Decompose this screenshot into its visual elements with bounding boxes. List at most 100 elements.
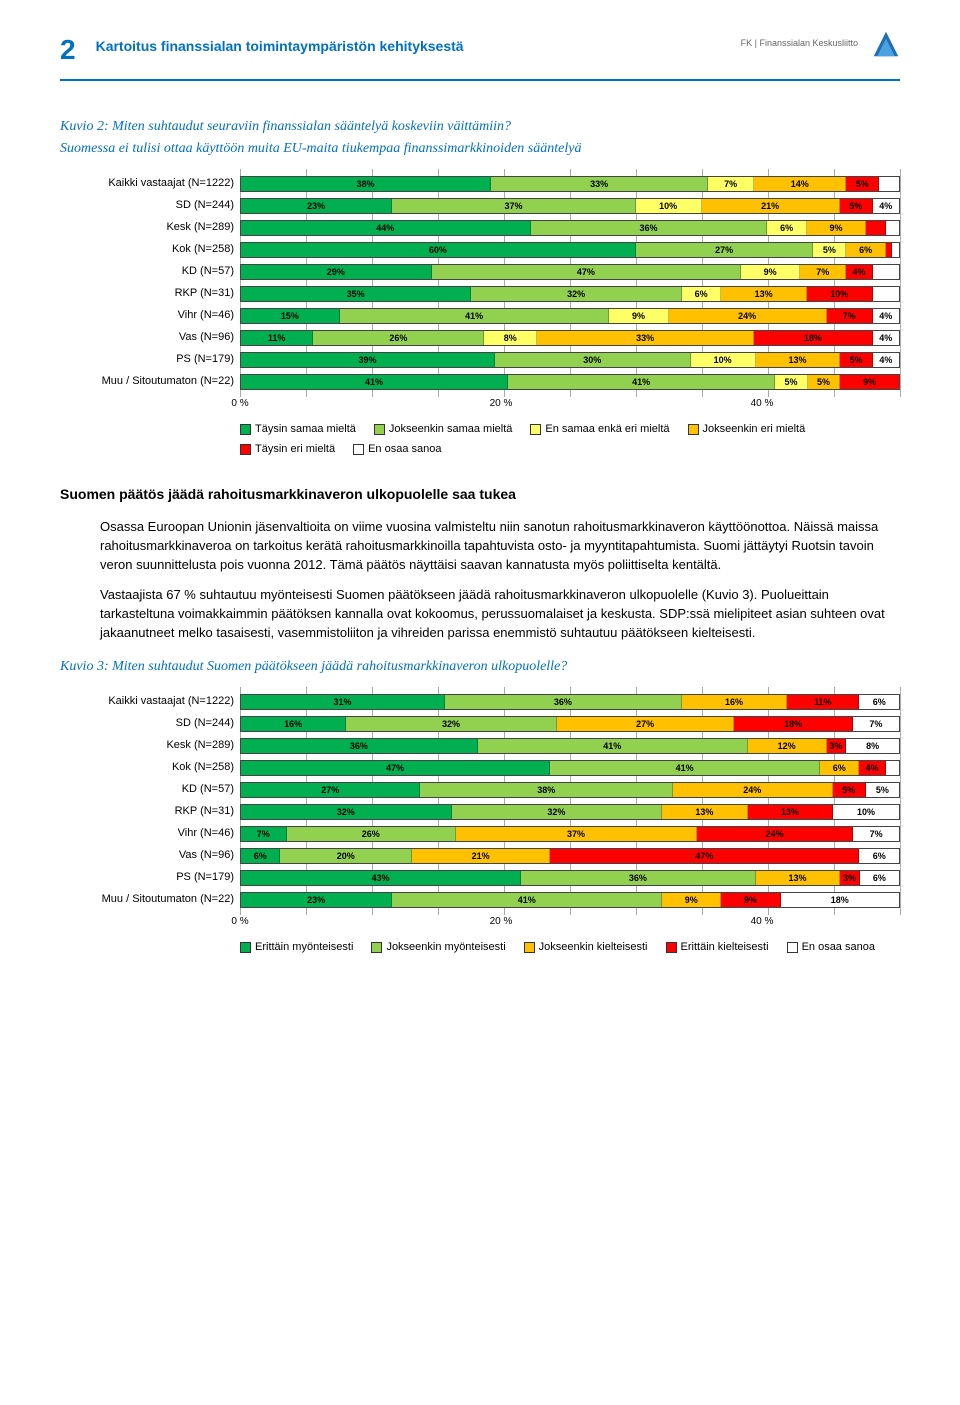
bar-segment: 27% (241, 783, 420, 797)
bar-segment: 32% (452, 805, 663, 819)
category-label: Kaikki vastaajat (N=1222) (60, 691, 240, 713)
bar-segment: 26% (313, 331, 484, 345)
bar-segment: 6% (767, 221, 806, 235)
bar-segment: 30% (495, 353, 690, 367)
header-logo-block: FK | Finanssialan Keskusliitto (741, 30, 900, 58)
bar-segment: 14% (754, 177, 846, 191)
bar-row: 44%36%6%9% (240, 217, 900, 239)
bar-segment (892, 243, 899, 257)
bar-segment: 7% (853, 717, 899, 731)
bar-segment: 6% (859, 695, 898, 709)
bar-segment: 33% (537, 331, 754, 345)
legend-label: Täysin eri mieltä (255, 442, 335, 458)
bar-segment: 5% (808, 375, 841, 389)
bar-segment: 47% (432, 265, 741, 279)
category-label: Kok (N=258) (60, 239, 240, 261)
bar-segment: 31% (241, 695, 445, 709)
legend-item: Jokseenkin myönteisesti (371, 940, 505, 956)
bar-row: 36%41%12%3%8% (240, 735, 900, 757)
bar-segment: 35% (241, 287, 471, 301)
chart2-legend: Täysin samaa mieltä Jokseenkin samaa miel… (240, 422, 900, 458)
legend-item: En samaa enkä eri mieltä (530, 422, 669, 438)
chart2: Kaikki vastaajat (N=1222)SD (N=244)Kesk … (60, 173, 900, 412)
bar-segment: 39% (241, 353, 495, 367)
bar-segment: 24% (697, 827, 853, 841)
bar-segment: 13% (756, 353, 841, 367)
category-label: SD (N=244) (60, 713, 240, 735)
legend-item: En osaa sanoa (787, 940, 875, 956)
bar-segment: 38% (420, 783, 673, 797)
bar-segment: 6% (241, 849, 280, 863)
header-title: Kartoitus finanssialan toimintaympäristö… (96, 30, 741, 56)
category-label: Kok (N=258) (60, 757, 240, 779)
bar-segment: 41% (392, 893, 662, 907)
bar-segment: 32% (241, 805, 452, 819)
chart2-title: Kuvio 2: Miten suhtaudut seuraviin finan… (60, 117, 900, 137)
bar-segment: 8% (484, 331, 537, 345)
bar-segment: 37% (392, 199, 635, 213)
bar-row: 23%41%9%9%18% (240, 889, 900, 911)
legend-swatch (371, 942, 382, 953)
category-label: Vihr (N=46) (60, 305, 240, 327)
bar-row: 15%41%9%24%7%4% (240, 305, 900, 327)
bar-segment: 60% (241, 243, 636, 257)
legend-swatch (240, 424, 251, 435)
legend-label: Jokseenkin myönteisesti (386, 940, 505, 956)
bar-segment: 10% (807, 287, 873, 301)
bar-segment: 12% (748, 739, 827, 753)
bar-row: 35%32%6%13%10% (240, 283, 900, 305)
legend-swatch (530, 424, 541, 435)
bar-row: 60%27%5%6% (240, 239, 900, 261)
bar-segment: 9% (609, 309, 668, 323)
category-label: RKP (N=31) (60, 801, 240, 823)
chart3-block: Kuvio 3: Miten suhtaudut Suomen päätökse… (60, 657, 900, 956)
category-label: Vihr (N=46) (60, 823, 240, 845)
bar-segment: 23% (241, 199, 392, 213)
legend-label: Jokseenkin eri mieltä (703, 422, 806, 438)
bar-segment: 9% (840, 375, 899, 389)
bar-segment: 37% (456, 827, 697, 841)
chart2-block: Kuvio 2: Miten suhtaudut seuraviin finan… (60, 117, 900, 458)
bar-segment: 8% (846, 739, 899, 753)
legend-item: En osaa sanoa (353, 442, 441, 458)
legend-swatch (666, 942, 677, 953)
category-label: Kesk (N=289) (60, 735, 240, 757)
legend-swatch (524, 942, 535, 953)
paragraph-1: Osassa Euroopan Unionin jäsenvaltioita o… (100, 518, 900, 575)
bar-segment: 5% (840, 353, 873, 367)
bar-segment: 41% (478, 739, 748, 753)
category-label: SD (N=244) (60, 195, 240, 217)
bar-segment: 41% (508, 375, 775, 389)
bar-segment: 9% (807, 221, 866, 235)
legend-item: Jokseenkin samaa mieltä (374, 422, 513, 438)
bar-segment: 4% (873, 331, 899, 345)
legend-swatch (240, 942, 251, 953)
legend-label: Jokseenkin kielteisesti (539, 940, 648, 956)
legend-item: Jokseenkin kielteisesti (524, 940, 648, 956)
bar-segment: 7% (241, 827, 287, 841)
category-label: PS (N=179) (60, 867, 240, 889)
category-label: KD (N=57) (60, 261, 240, 283)
bar-segment: 29% (241, 265, 432, 279)
chart2-subtitle: Suomessa ei tulisi ottaa käyttöön muita … (60, 139, 900, 159)
legend-item: Täysin samaa mieltä (240, 422, 356, 438)
bar-segment (873, 287, 899, 301)
bar-row: 16%32%27%18%7% (240, 713, 900, 735)
bar-segment: 24% (669, 309, 827, 323)
bar-segment: 36% (241, 739, 478, 753)
bar-segment: 26% (287, 827, 456, 841)
bar-segment: 9% (721, 893, 780, 907)
bar-segment: 6% (860, 871, 899, 885)
bar-segment: 6% (846, 243, 885, 257)
bar-segment: 11% (787, 695, 859, 709)
bar-segment: 27% (636, 243, 814, 257)
bar-segment: 47% (550, 849, 859, 863)
bar-segment: 21% (412, 849, 550, 863)
org-label: FK | Finanssialan Keskusliitto (741, 37, 858, 50)
legend-label: En osaa sanoa (368, 442, 441, 458)
bar-segment: 5% (840, 199, 873, 213)
bar-row: 11%26%8%33%18%4% (240, 327, 900, 349)
bar-segment: 6% (859, 849, 898, 863)
bar-row: 39%30%10%13%5%4% (240, 349, 900, 371)
bar-segment: 9% (741, 265, 800, 279)
